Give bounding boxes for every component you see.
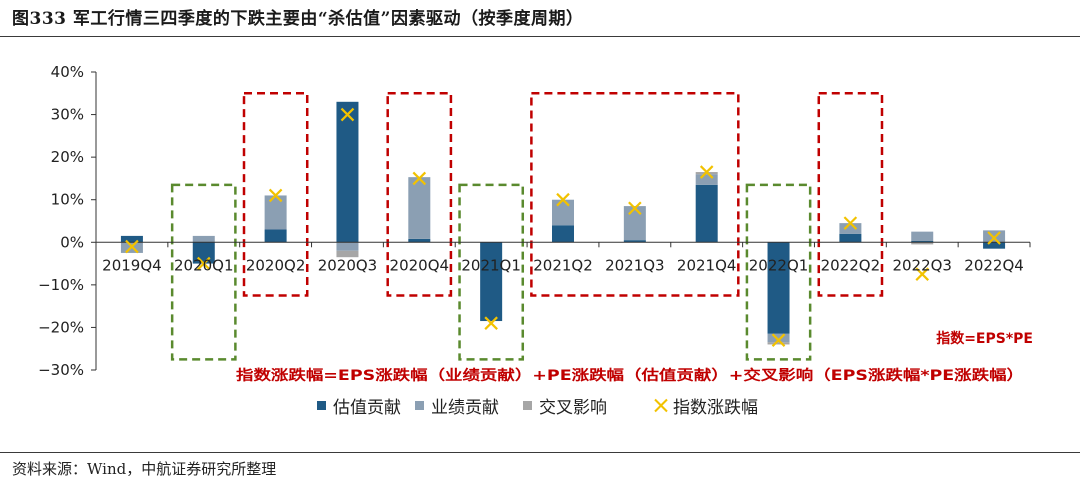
legend-swatch [415, 401, 424, 410]
bar-业绩贡献 [336, 242, 359, 251]
index-change-marker [771, 333, 786, 347]
legend-label: 交叉影响 [539, 398, 607, 418]
x-tick-label: 2021Q4 [677, 256, 737, 274]
bar-估值贡献 [911, 241, 934, 243]
index-change-marker [699, 165, 714, 179]
x-tick-label: 2022Q2 [821, 256, 881, 274]
bar-估值贡献 [623, 240, 646, 243]
bar-业绩贡献 [767, 333, 790, 343]
index-change-marker [340, 107, 355, 122]
index-change-marker [556, 192, 570, 207]
x-tick-label: 2021Q2 [533, 256, 593, 274]
bar-估值贡献 [767, 242, 790, 334]
bar-估值贡献 [983, 242, 1006, 249]
y-tick-label: −10% [38, 276, 84, 294]
bar-业绩贡献 [695, 174, 718, 185]
y-tick-label: 30% [51, 106, 84, 124]
legend-label: 指数涨跌幅 [673, 398, 758, 418]
y-tick-label: 40% [51, 63, 84, 81]
source-divider [0, 452, 1080, 453]
highlight-box-earnings-driven [242, 92, 309, 297]
bar-业绩贡献 [192, 235, 215, 243]
x-tick-label: 2022Q1 [749, 256, 809, 274]
y-tick-label: −20% [38, 318, 84, 336]
highlight-box-earnings-driven [386, 92, 453, 297]
legend-item: 业绩贡献 [415, 398, 499, 418]
bar-估值贡献 [839, 233, 862, 243]
highlight-box-valuation-drop [745, 183, 812, 361]
bar-业绩贡献 [911, 231, 934, 242]
bar-业绩贡献 [983, 230, 1006, 243]
source-note: 资料来源：Wind，中航证券研究所整理 [12, 460, 277, 478]
index-change-marker [196, 256, 211, 271]
x-tick-label: 2021Q1 [461, 256, 521, 274]
legend-swatch [317, 401, 326, 410]
bar-估值贡献 [408, 238, 431, 243]
index-change-marker [125, 239, 139, 254]
y-tick-label: −30% [38, 361, 84, 379]
highlight-box-earnings-driven [530, 92, 740, 297]
bar-交叉影响 [767, 342, 790, 345]
x-tick-label: 2020Q1 [174, 256, 234, 274]
formula-top-annotation: 指数=EPS*PE [936, 330, 1033, 347]
y-tick-label: 10% [51, 191, 84, 209]
bar-估值贡献 [120, 235, 143, 243]
x-tick-label: 2022Q4 [964, 256, 1024, 274]
bar-估值贡献 [480, 242, 503, 322]
index-change-marker [843, 216, 858, 230]
legend-item: 估值贡献 [317, 398, 401, 418]
bar-估值贡献 [336, 101, 359, 243]
title-divider [0, 36, 1080, 37]
bar-估值贡献 [552, 225, 574, 243]
index-change-marker [987, 231, 1001, 245]
legend-label: 估值贡献 [333, 398, 401, 418]
bar-业绩贡献 [264, 195, 287, 230]
x-tick-label: 2019Q4 [102, 256, 162, 274]
bar-业绩贡献 [408, 177, 431, 239]
x-tick-label: 2020Q2 [246, 256, 306, 274]
index-change-marker [915, 267, 930, 281]
highlight-box-earnings-driven [817, 92, 884, 297]
page-title: 图333 军工行情三四季度的下跌主要由“杀估值”因素驱动（按季度周期） [12, 9, 584, 29]
index-change-marker [268, 188, 283, 203]
legend-item: 指数涨跌幅 [654, 398, 758, 418]
bar-交叉影响 [336, 250, 359, 258]
bar-估值贡献 [264, 229, 287, 243]
x-tick-label: 2020Q4 [390, 256, 450, 274]
x-tick-label: 2020Q3 [318, 256, 378, 274]
index-change-marker [628, 201, 642, 216]
legend-label: 业绩贡献 [431, 398, 499, 418]
bar-业绩贡献 [839, 223, 862, 234]
bar-估值贡献 [695, 184, 718, 243]
highlight-box-valuation-drop [170, 183, 237, 361]
highlight-box-valuation-drop [458, 183, 525, 361]
x-tick-label: 2021Q3 [605, 256, 665, 274]
bar-业绩贡献 [623, 206, 646, 241]
formula-bottom-annotation: 指数涨跌幅=EPS涨跌幅（业绩贡献）+PE涨跌幅（估值贡献）+交叉影响（EPS涨… [236, 367, 1024, 384]
index-change-marker [484, 316, 498, 330]
index-change-marker [412, 171, 427, 186]
legend-swatch [523, 401, 532, 410]
y-tick-label: 20% [51, 148, 84, 166]
y-tick-label: 0% [60, 233, 84, 251]
bar-交叉影响 [911, 242, 934, 245]
legend-item: 交叉影响 [523, 398, 607, 418]
x-tick-label: 2022Q3 [892, 256, 952, 274]
bar-业绩贡献 [552, 199, 574, 226]
